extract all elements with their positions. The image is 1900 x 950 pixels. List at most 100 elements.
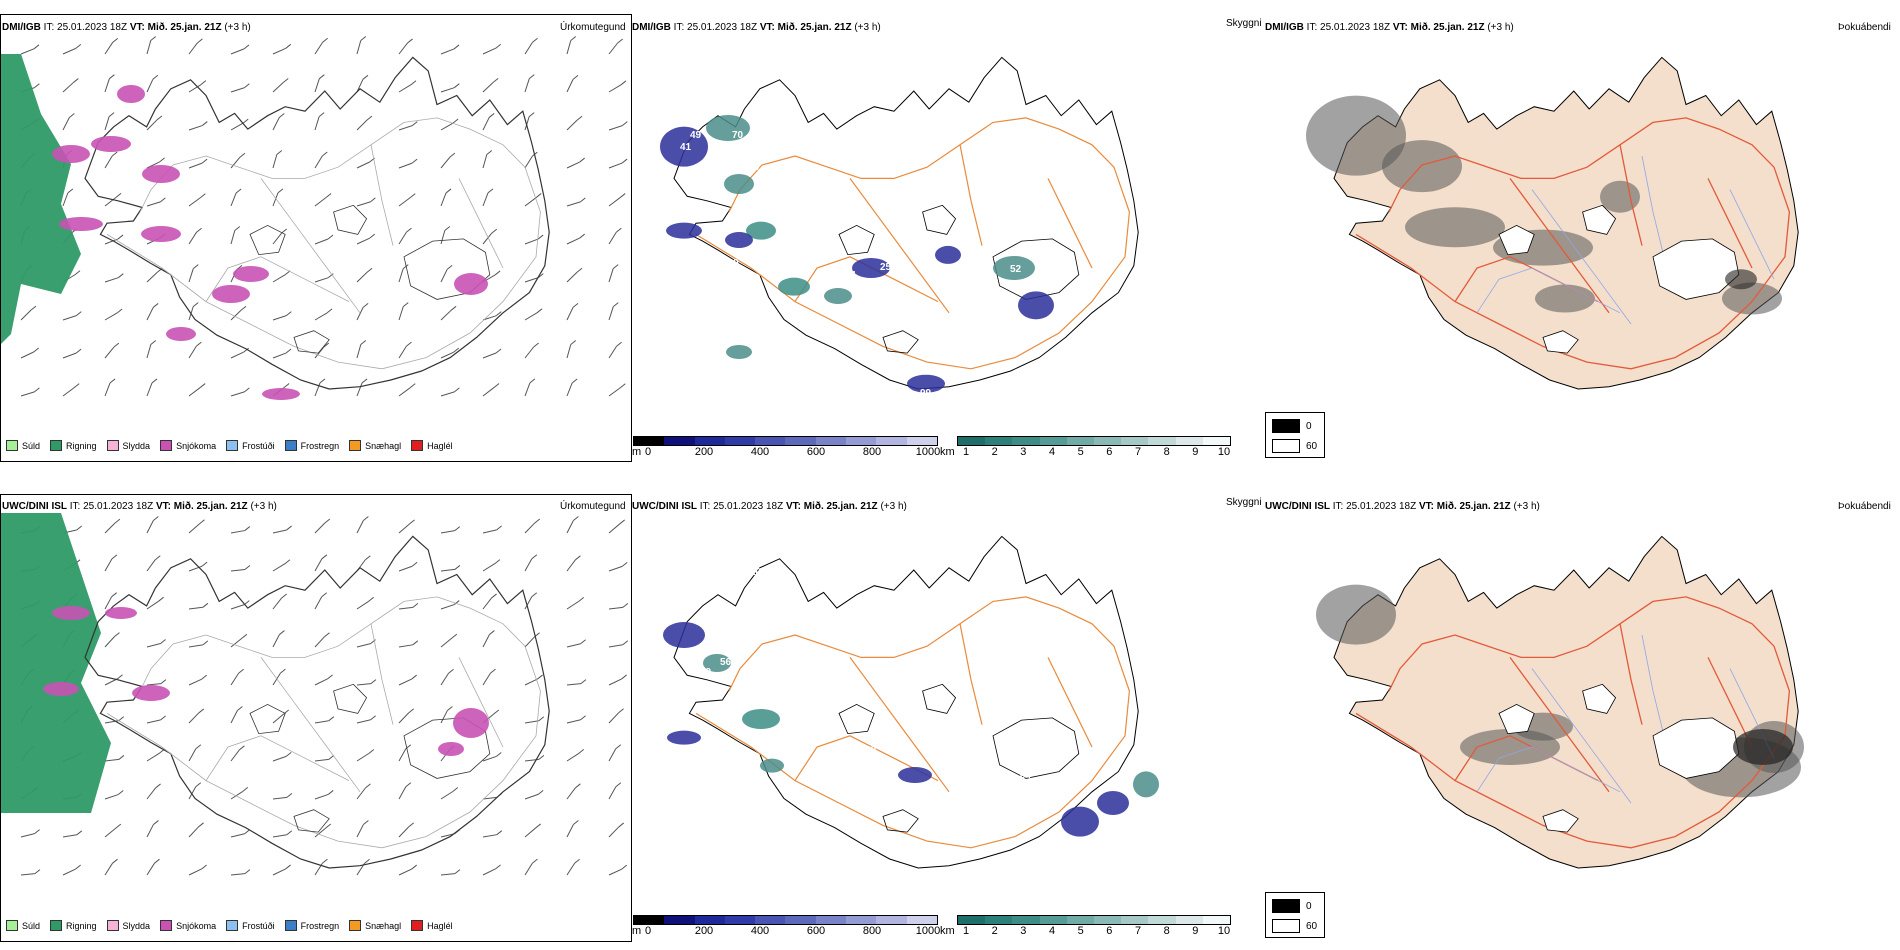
- fog-label: Þokuábendi: [1838, 501, 1891, 512]
- wind-barb-staff: [104, 78, 110, 93]
- wind-barb: [440, 152, 456, 169]
- map-frame: [0, 494, 632, 942]
- wind-barb-staff: [524, 41, 533, 55]
- precip-legend-item: Haglél: [411, 440, 453, 451]
- wind-barb-flag: [150, 36, 157, 41]
- wind-barb-staff: [230, 672, 240, 686]
- colorbar-segment: [1012, 916, 1040, 924]
- fog-legend: 0 60: [1265, 412, 1325, 458]
- colorbar-tick: 400: [750, 925, 770, 937]
- wind-barb-flag: [321, 151, 328, 157]
- wind-barb: [356, 115, 373, 131]
- wind-barb-staff: [146, 40, 152, 55]
- wind-barb-flag: [622, 640, 629, 646]
- wind-barb-flag: [362, 303, 369, 308]
- wind-barb-staff: [356, 79, 364, 93]
- wind-barb: [146, 596, 164, 610]
- wind-barb-flag: [412, 640, 419, 646]
- wind-barb: [440, 83, 460, 93]
- wind-barb-staff: [524, 636, 535, 648]
- wind-barb-flag: [280, 668, 286, 674]
- wind-barb-flag: [494, 559, 501, 565]
- colorbar-segment: [846, 916, 877, 924]
- wind-barb-staff: [314, 827, 327, 838]
- precip-legend-item: Slydda: [106, 440, 150, 451]
- colorbar-segment: [664, 437, 695, 445]
- wind-barb-flag: [496, 525, 502, 531]
- valid-time: Mið. 25.jan. 21Z: [1410, 22, 1485, 33]
- wind-barb-flag: [576, 115, 583, 121]
- precip-legend-item: Frostregn: [284, 920, 339, 931]
- wind-barb-staff: [272, 834, 287, 838]
- wind-barb-flag: [572, 74, 579, 80]
- colorbar-segment: [1094, 437, 1122, 445]
- low-visibility-area: [907, 374, 945, 393]
- wind-barb-flag: [402, 264, 409, 270]
- lead-time: (+3 h): [854, 22, 881, 33]
- wind-barb-flag: [199, 193, 206, 199]
- wind-barb: [482, 559, 501, 572]
- wind-barb-staff: [314, 596, 323, 610]
- colorbar-segment: [1148, 437, 1176, 445]
- road-line: [458, 178, 504, 269]
- wind-barb: [398, 708, 414, 724]
- wind-barb-flag: [152, 74, 159, 80]
- wind-barb: [104, 858, 118, 876]
- wind-barb: [104, 74, 115, 93]
- wind-barb: [104, 112, 115, 131]
- wind-barb-flag: [452, 118, 459, 124]
- wind-barb-staff: [482, 597, 492, 610]
- colorbar-segment: [1039, 437, 1067, 445]
- precip-label: Úrkomutegund: [560, 501, 626, 512]
- wind-barb-flag: [200, 80, 207, 86]
- wind-barb: [188, 782, 202, 800]
- glacier-area: [1498, 224, 1535, 256]
- wind-barb-flag: [579, 233, 585, 239]
- wind-barb-staff: [566, 862, 576, 876]
- snow-patch: [52, 145, 90, 163]
- wind-barb: [566, 36, 577, 55]
- wind-barb: [482, 78, 499, 93]
- precip-legend: Súld Rigning Slydda Snjókoma Frostúði Frostre…: [6, 440, 453, 451]
- wind-barb: [230, 869, 251, 876]
- wind-barb-staff: [608, 565, 623, 572]
- wind-barb-staff: [356, 237, 370, 245]
- wind-barb-flag: [361, 378, 368, 384]
- coastline: [673, 535, 1139, 869]
- wind-barb: [566, 340, 577, 359]
- wind-barb-flag: [327, 790, 334, 795]
- wind-barb: [398, 341, 412, 359]
- wind-barb-flag: [160, 197, 166, 203]
- wind-barb-flag: [151, 378, 158, 384]
- wind-barb-flag: [528, 112, 535, 118]
- wind-barb: [314, 755, 335, 762]
- wind-barb-staff: [146, 201, 161, 207]
- wind-barb-flag: [408, 822, 414, 828]
- colorbar-segment: [664, 916, 695, 924]
- wind-barb: [104, 592, 117, 610]
- wind-barb-flag: [571, 378, 578, 384]
- wind-barb: [62, 113, 75, 131]
- wind-barb: [440, 305, 457, 321]
- wind-barb-staff: [230, 48, 245, 55]
- colorbar-tick: 2: [991, 446, 998, 458]
- wind-barb-staff: [608, 523, 620, 534]
- wind-barb-flag: [487, 188, 494, 194]
- fog-shading: [1722, 282, 1782, 315]
- wind-barb-staff: [188, 826, 199, 838]
- road-line: [205, 735, 350, 781]
- wind-barb-staff: [230, 351, 244, 359]
- legend-swatch: [50, 920, 63, 931]
- wind-barb-staff: [146, 520, 154, 534]
- wind-barb-staff: [104, 116, 110, 131]
- wind-barb-staff: [440, 87, 455, 93]
- wind-barb: [314, 74, 325, 93]
- valid-prefix: VT:: [155, 501, 171, 512]
- wind-barb: [524, 858, 538, 876]
- wind-barb-flag: [572, 302, 579, 308]
- panel-title-precip-uwc: UWC/DINI ISL IT: 25.01.2023 18Z VT: Mið.…: [2, 501, 277, 512]
- wind-barb-flag: [285, 348, 292, 354]
- wind-barb-staff: [524, 197, 537, 207]
- wind-barb-staff: [20, 391, 35, 397]
- wind-barb: [398, 674, 417, 686]
